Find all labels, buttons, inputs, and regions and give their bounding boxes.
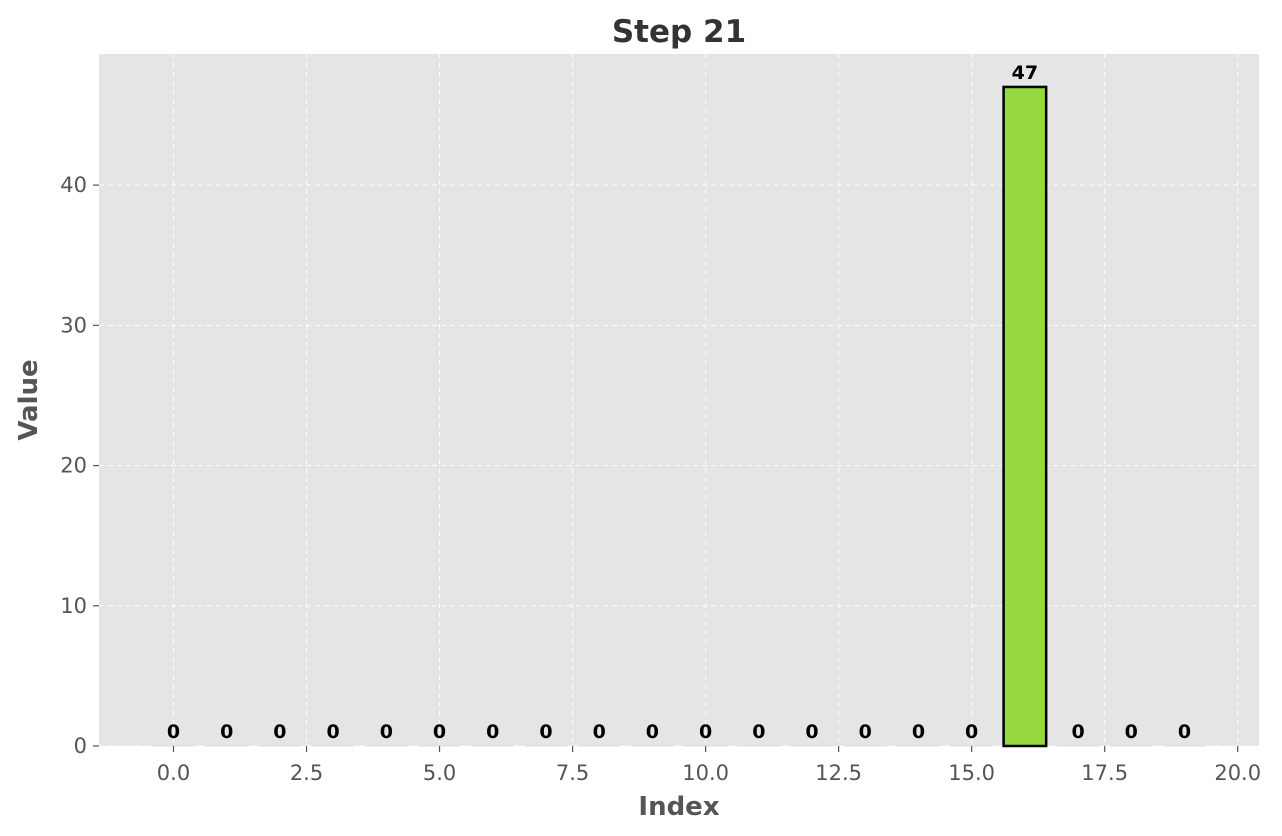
data-labels: 0 0 0 0 0 0 0 0 0 0 0 0 0 0 0 0 47 0 0 0	[167, 62, 1191, 743]
data-label-11: 0	[752, 721, 765, 743]
bar-16	[1002, 85, 1048, 748]
data-label-7: 0	[539, 721, 552, 743]
y-tick-label: 40	[60, 173, 87, 197]
x-tick-label: 17.5	[1081, 761, 1128, 785]
data-label-13: 0	[859, 721, 872, 743]
x-tick-label: 7.5	[556, 761, 589, 785]
data-label-8: 0	[593, 721, 606, 743]
x-axis-label: Index	[638, 792, 719, 822]
data-label-17: 0	[1071, 721, 1084, 743]
x-tick-label: 2.5	[290, 761, 323, 785]
data-label-19: 0	[1178, 721, 1191, 743]
data-label-9: 0	[646, 721, 659, 743]
x-tick-label: 5.0	[423, 761, 456, 785]
data-label-14: 0	[912, 721, 925, 743]
x-tick-label: 0.0	[157, 761, 190, 785]
data-label-0: 0	[167, 721, 180, 743]
data-label-5: 0	[433, 721, 446, 743]
x-tick-label: 20.0	[1214, 761, 1261, 785]
data-label-6: 0	[486, 721, 499, 743]
data-label-12: 0	[805, 721, 818, 743]
x-axis-ticks: 0.0 2.5 5.0 7.5 10.0 12.5 15.0 17.5 20.0	[157, 746, 1261, 785]
data-label-3: 0	[327, 721, 340, 743]
x-tick-label: 15.0	[948, 761, 995, 785]
y-axis-label: Value	[14, 359, 44, 440]
data-label-18: 0	[1125, 721, 1138, 743]
y-tick-label: 20	[60, 454, 87, 478]
grid-lines	[99, 54, 1259, 747]
data-label-15: 0	[965, 721, 978, 743]
y-tick-label: 30	[60, 313, 87, 337]
data-label-10: 0	[699, 721, 712, 743]
data-label-16: 47	[1012, 62, 1038, 84]
chart-title: Step 21	[612, 14, 746, 50]
data-label-1: 0	[220, 721, 233, 743]
bars	[152, 85, 1206, 748]
y-axis-ticks: 0 10 20 30 40	[60, 173, 99, 758]
plot-area	[99, 54, 1259, 746]
data-label-2: 0	[273, 721, 286, 743]
x-tick-label: 10.0	[682, 761, 729, 785]
y-tick-label: 0	[74, 734, 87, 758]
x-tick-label: 12.5	[815, 761, 862, 785]
y-tick-label: 10	[60, 594, 87, 618]
data-label-4: 0	[380, 721, 393, 743]
